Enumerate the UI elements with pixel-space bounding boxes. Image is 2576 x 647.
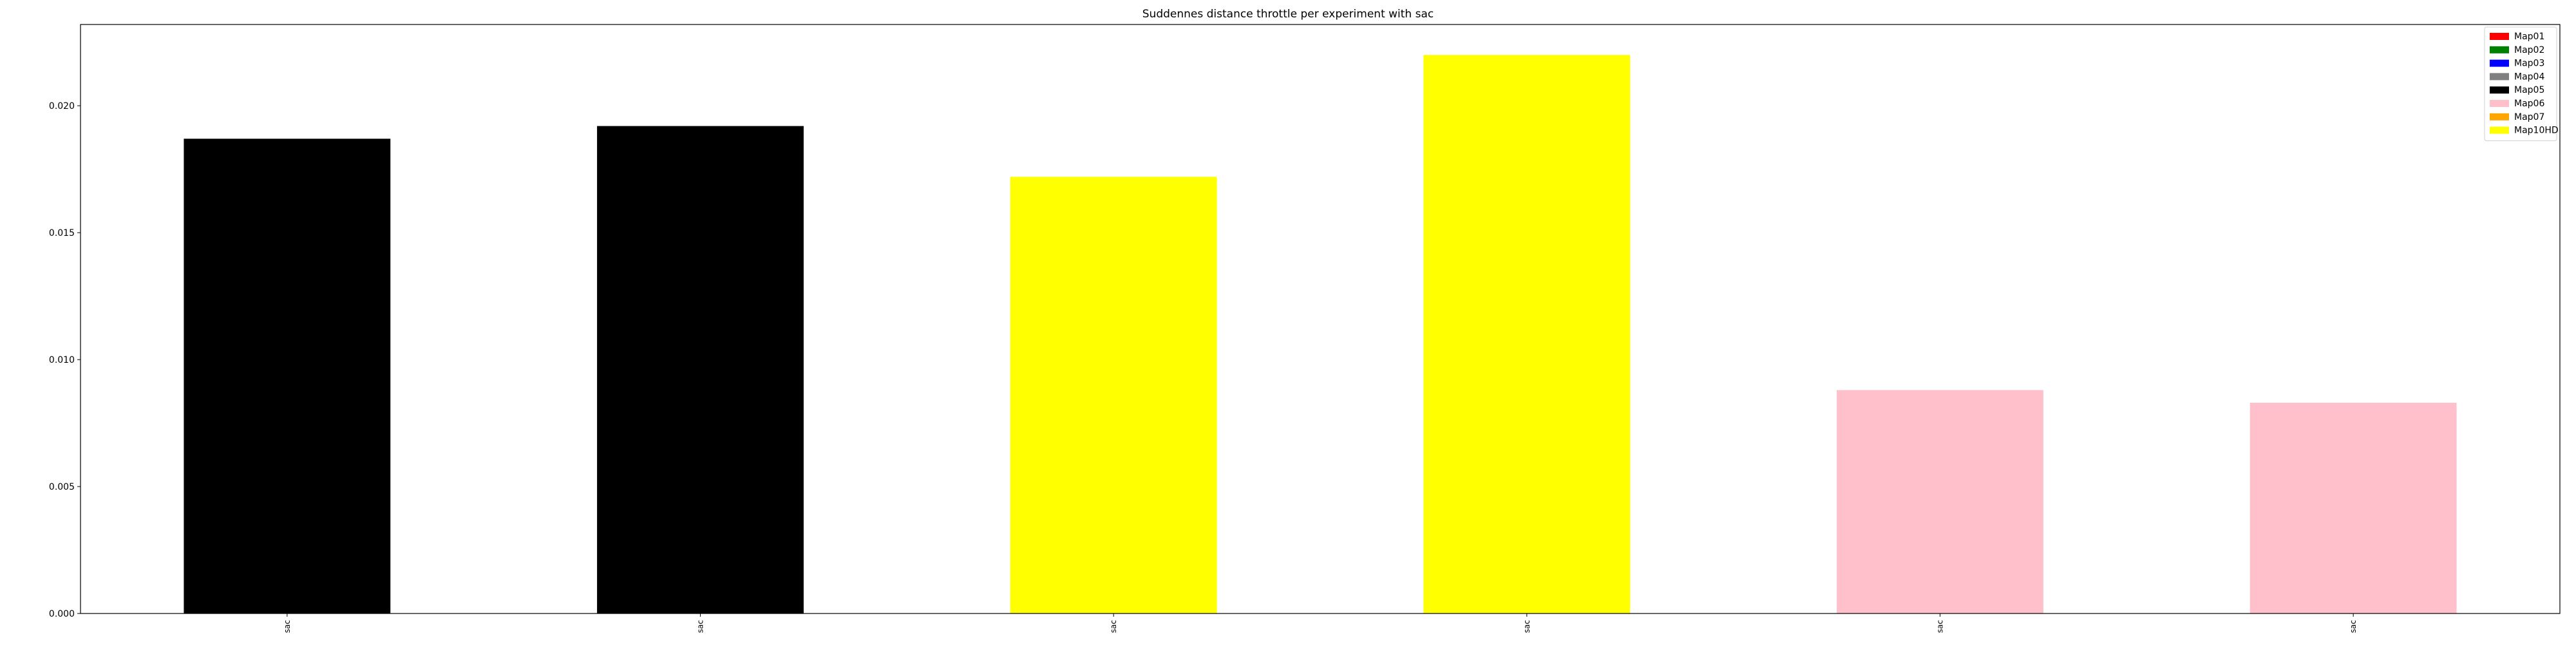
y-tick-label: 0.015 <box>49 228 75 238</box>
legend-label: Map02 <box>2514 45 2544 55</box>
legend: Map01 Map02 Map03 Map04 Map05 Map06 Map07 Map10… <box>2484 26 2559 141</box>
bar <box>1837 390 2043 613</box>
legend-swatch <box>2490 59 2509 67</box>
legend-swatch <box>2490 33 2509 40</box>
legend-swatch <box>2490 113 2509 121</box>
legend-label: Map05 <box>2514 85 2544 95</box>
bar <box>597 126 804 614</box>
legend-swatch <box>2490 100 2509 107</box>
bars-group <box>184 55 2457 614</box>
x-tick-label: sac <box>2349 620 2358 633</box>
legend-label: Map06 <box>2514 99 2544 109</box>
legend-label: Map03 <box>2514 59 2544 69</box>
y-tick-label: 0.005 <box>49 482 75 492</box>
y-tick-label: 0.020 <box>49 101 75 111</box>
chart-title: Suddennes distance throttle per experime… <box>1142 8 1434 21</box>
legend-swatch <box>2490 86 2509 94</box>
x-tick-label: sac <box>283 620 292 633</box>
legend-label: Map04 <box>2514 72 2544 82</box>
x-tick-label: sac <box>696 620 705 633</box>
y-tick-label: 0.010 <box>49 355 75 365</box>
bar <box>184 139 391 613</box>
x-axis: sac sac sac sac sac sac <box>283 613 2358 633</box>
bar <box>1423 55 1631 613</box>
legend-label: Map01 <box>2514 32 2544 42</box>
bar <box>1010 177 1217 614</box>
legend-swatch <box>2490 126 2509 134</box>
x-tick-label: sac <box>1522 620 1531 633</box>
legend-label: Map10HD <box>2514 126 2559 136</box>
legend-box <box>2484 26 2557 141</box>
x-tick-label: sac <box>1936 620 1945 633</box>
y-tick-label: 0.000 <box>49 609 75 619</box>
y-axis: 0.000 0.005 0.010 0.015 0.020 <box>49 101 80 619</box>
legend-swatch <box>2490 73 2509 81</box>
legend-swatch <box>2490 46 2509 53</box>
bar <box>2249 403 2457 613</box>
x-tick-label: sac <box>1109 620 1118 633</box>
plot-frame <box>80 24 2561 614</box>
legend-label: Map07 <box>2514 112 2544 122</box>
